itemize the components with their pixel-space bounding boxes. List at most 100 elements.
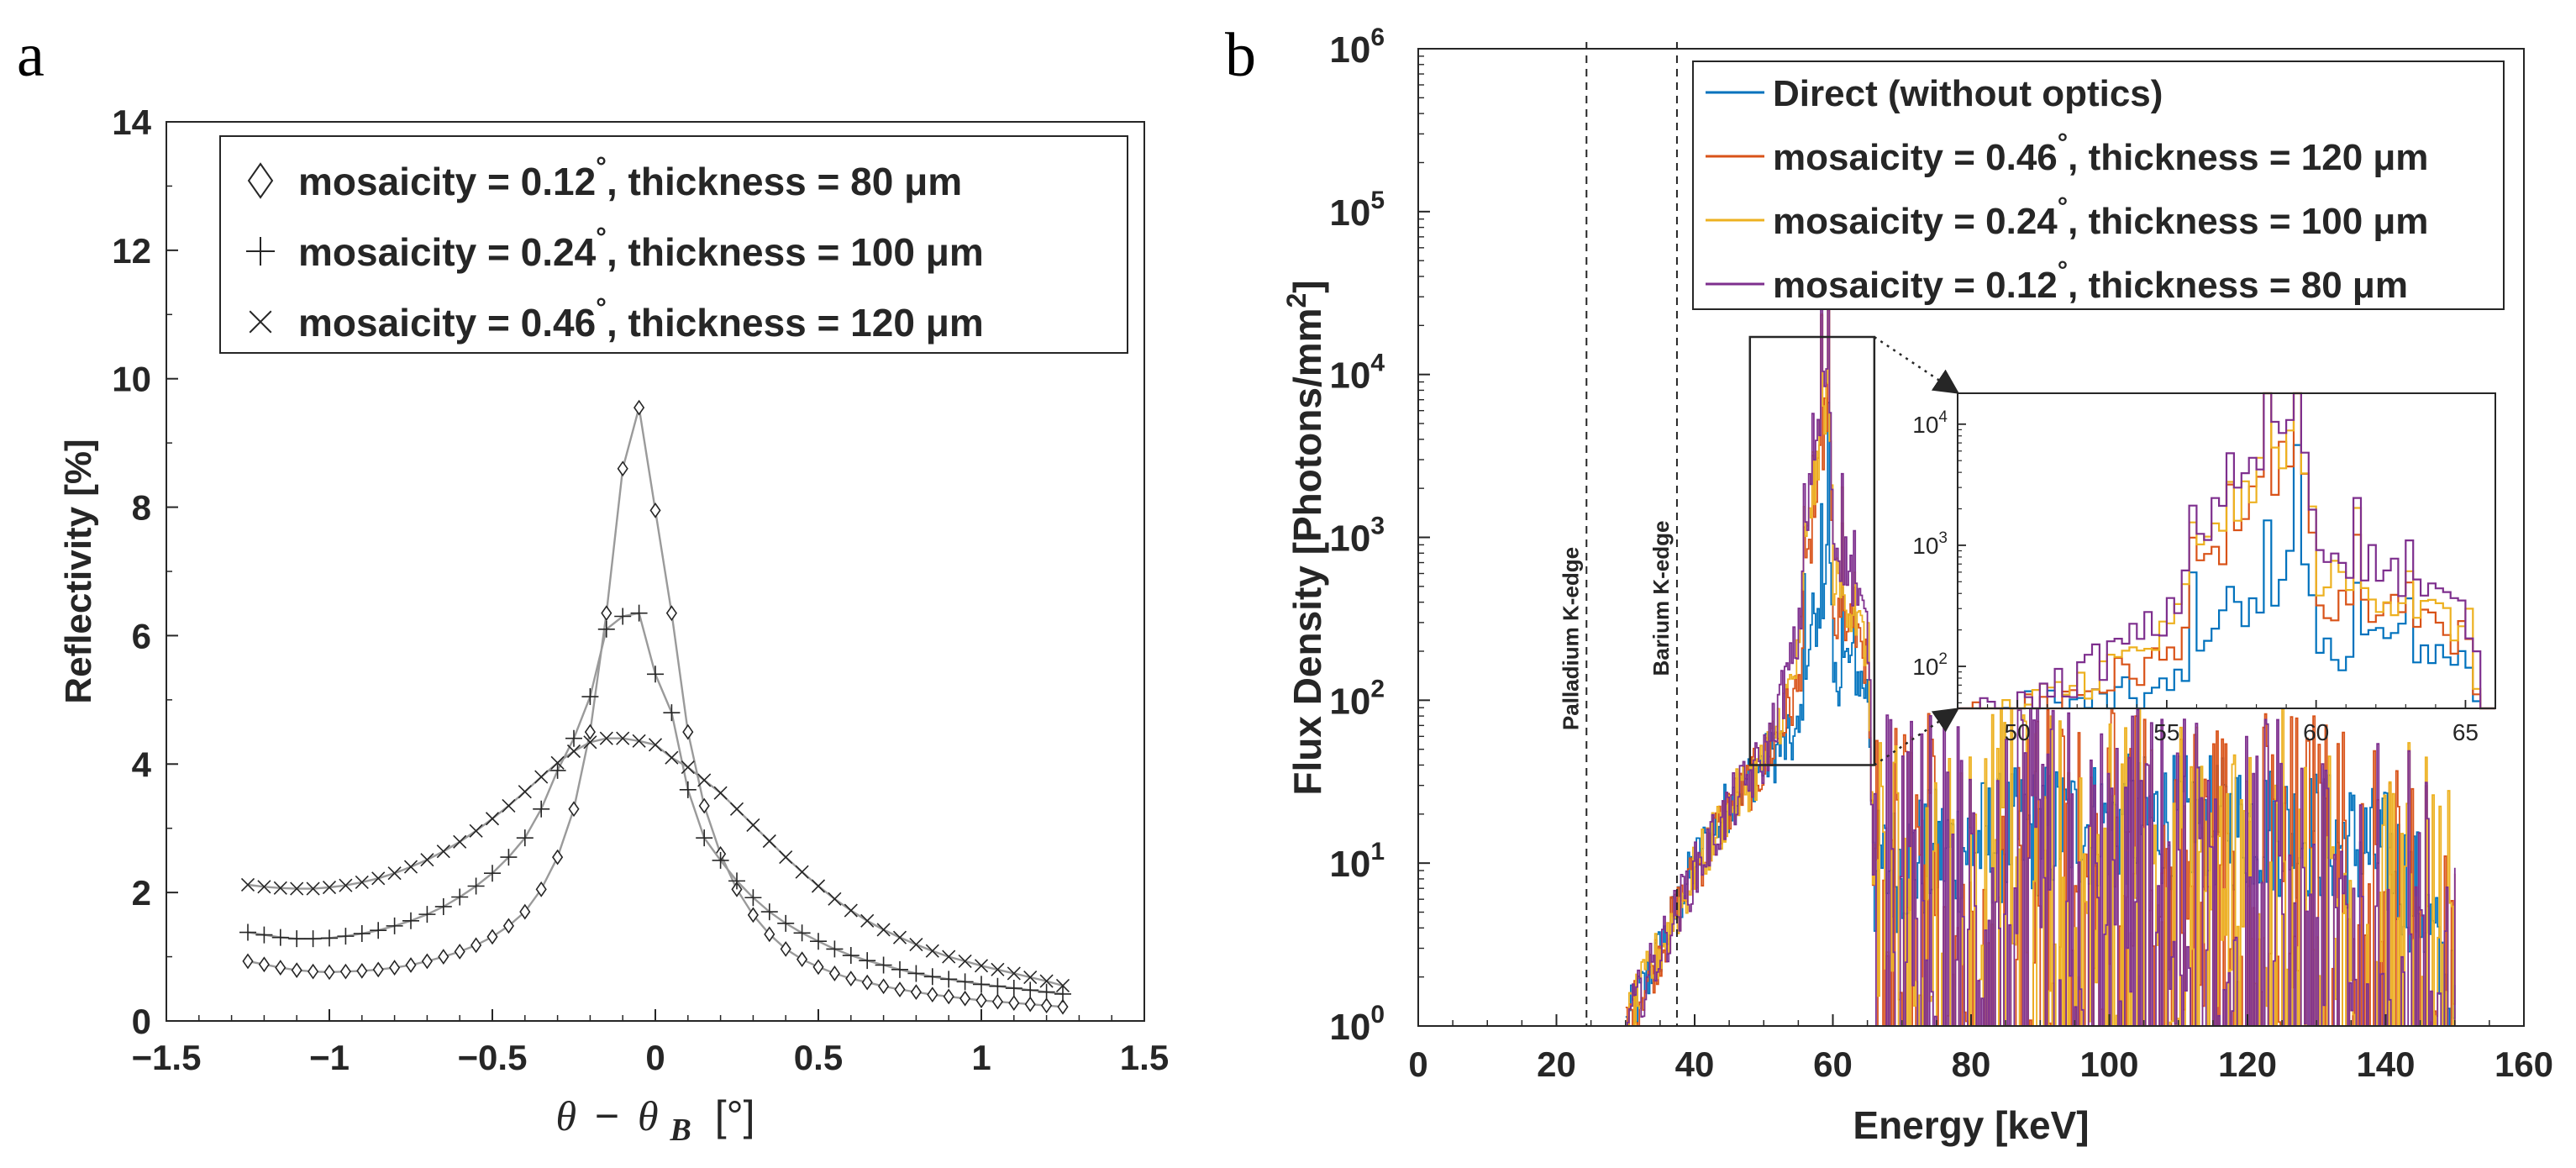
panel-b-xtick-label: 60 <box>1813 1044 1853 1084</box>
panel-a-point <box>403 860 418 874</box>
panel-a-point <box>355 875 369 889</box>
panel-a-point <box>630 604 648 622</box>
panel-a-point <box>698 797 710 814</box>
panel-a-point <box>925 944 939 958</box>
inset-xtick-label: 65 <box>2452 719 2479 745</box>
panel-a-point <box>271 929 289 946</box>
panel-a-legend-marker-3 <box>249 310 272 334</box>
panel-a-point <box>434 897 452 915</box>
panel-a-point <box>746 818 760 832</box>
panel-a-ytick-label: 8 <box>132 488 151 528</box>
panel-a-point <box>1024 996 1036 1013</box>
panel-a-point <box>583 735 597 750</box>
panel-a-point <box>1039 974 1054 988</box>
panel-a-point <box>275 960 287 976</box>
panel-a-point <box>469 823 483 838</box>
panel-a-point <box>323 964 335 981</box>
panel-a-point <box>777 914 795 932</box>
panel-a-point <box>1008 995 1020 1011</box>
panel-a-point <box>518 785 532 799</box>
panel-a-ticks-layer: −1.5 −1 −0.5 0 0.5 1 1.5 0 2 4 6 8 10 12 14 <box>112 103 1169 1077</box>
panel-b-ylabel-main: Flux Density [Photons/mm <box>1285 308 1329 795</box>
panel-a-point <box>436 844 450 859</box>
kedge-label-1: Palladium K-edge <box>1558 547 1583 730</box>
panel-a-legend-label-3: mosaicity = 0.46°, thickness = 120 μm <box>298 292 984 345</box>
panel-a-ytick-label: 6 <box>132 616 151 655</box>
panel-a-point <box>845 971 857 986</box>
panel-a-point <box>793 924 811 942</box>
panel-a-legend-marker-1 <box>247 162 274 199</box>
panel-b-legend: Direct (without optics) mosaicity = 0.46°… <box>1692 61 2505 310</box>
panel-a-point <box>552 849 564 865</box>
panel-b-kedge-layer: Palladium K-edge Barium K-edge <box>1558 42 1678 1026</box>
panel-a-point <box>502 798 516 813</box>
xlabel-minus: − <box>595 1092 619 1139</box>
panel-a-point <box>975 992 987 1008</box>
panel-a-point <box>601 605 612 622</box>
panel-a-xtick-label: −1.5 <box>132 1038 202 1077</box>
inset-ticks-layer: 50 55 60 65 102 103 104 <box>1912 408 2496 745</box>
panel-b-ticks-layer: 0 20 40 60 80 100 120 140 160 100 101 102 103 104 105 1… <box>1329 24 2553 1084</box>
inset-series-layer <box>1958 392 2495 710</box>
panel-b-ylabel: Flux Density [Photons/mm2] <box>1281 280 1329 795</box>
panel-a-xtick-label: 1.5 <box>1120 1038 1169 1077</box>
panel-a-point <box>568 801 580 818</box>
panel-a-point <box>386 917 403 934</box>
inset-ytick-label: 103 <box>1912 529 1948 559</box>
zoom-box <box>1748 335 1876 766</box>
panel-a-ytick-label: 0 <box>132 1002 151 1041</box>
panel-a-point <box>665 605 677 622</box>
panel-a-series-2 <box>239 604 1071 1002</box>
panel-a-point <box>842 947 860 965</box>
panel-a-point <box>665 750 679 765</box>
xlabel-sub-b: B <box>670 1113 691 1148</box>
panel-a-point <box>597 620 615 638</box>
panel-a-point <box>779 850 793 865</box>
panel-a-point <box>729 802 744 816</box>
panel-a-point <box>1041 997 1053 1014</box>
panel-a-ytick-label: 14 <box>112 103 151 142</box>
panel-a-point <box>747 907 759 923</box>
panel-a-point <box>273 881 287 895</box>
panel-a-point <box>1005 980 1023 997</box>
panel-a-point <box>1057 998 1069 1015</box>
panel-a-ytick-label: 10 <box>112 360 151 399</box>
inset-xtick-label: 60 <box>2303 719 2329 745</box>
inset-xtick-label: 55 <box>2153 719 2179 745</box>
panel-a-point <box>795 865 809 879</box>
inset-ytick-label: 104 <box>1912 408 1948 438</box>
panel-a-point <box>405 957 417 973</box>
panel-a-point <box>356 962 368 979</box>
inset-series-4-line <box>1958 392 2495 710</box>
panel-a-point <box>584 723 596 740</box>
panel-a-point <box>454 944 465 960</box>
panel-a-point <box>288 930 306 948</box>
panel-a-point <box>828 892 842 906</box>
panel-a-point <box>502 918 514 934</box>
panel-a-point <box>959 990 971 1007</box>
panel-a-point <box>239 923 256 941</box>
kedge-label-2: Barium K-edge <box>1648 521 1674 676</box>
panel-a-point <box>535 881 547 897</box>
panel-a-point <box>974 959 989 973</box>
panel-a-legend-label-1: mosaicity = 0.12°, thickness = 80 μm <box>298 151 962 203</box>
panel-a-point <box>549 761 566 779</box>
inset-ytick-label: 102 <box>1912 650 1948 680</box>
panel-b-legend-label-1: Direct (without optics) <box>1773 73 2163 114</box>
panel-b-legend-label-3: mosaicity = 0.24°, thickness = 100 μm <box>1773 192 2428 242</box>
panel-a-point <box>811 879 826 893</box>
panel-b-legend-items: Direct (without optics) mosaicity = 0.46°… <box>1706 73 2428 306</box>
panel-a-point <box>679 781 697 798</box>
panel-a-point <box>764 926 775 943</box>
panel-b-ylabel-tail: ] <box>1285 280 1329 292</box>
panel-a-point <box>991 962 1005 976</box>
panel-a-xtick-label: −0.5 <box>458 1038 528 1077</box>
panel-a-point <box>581 688 599 706</box>
panel-a-xlabel: θ − θ B [°] <box>555 1092 754 1150</box>
panel-a-point <box>909 937 923 952</box>
panel-a-point <box>1054 985 1071 1002</box>
panel-a-point <box>796 951 808 968</box>
panel-b-letter: b <box>1225 21 1256 90</box>
panel-a-point <box>648 738 663 752</box>
panel-b-inset: 50 55 60 65 102 103 104 <box>1912 392 2496 745</box>
